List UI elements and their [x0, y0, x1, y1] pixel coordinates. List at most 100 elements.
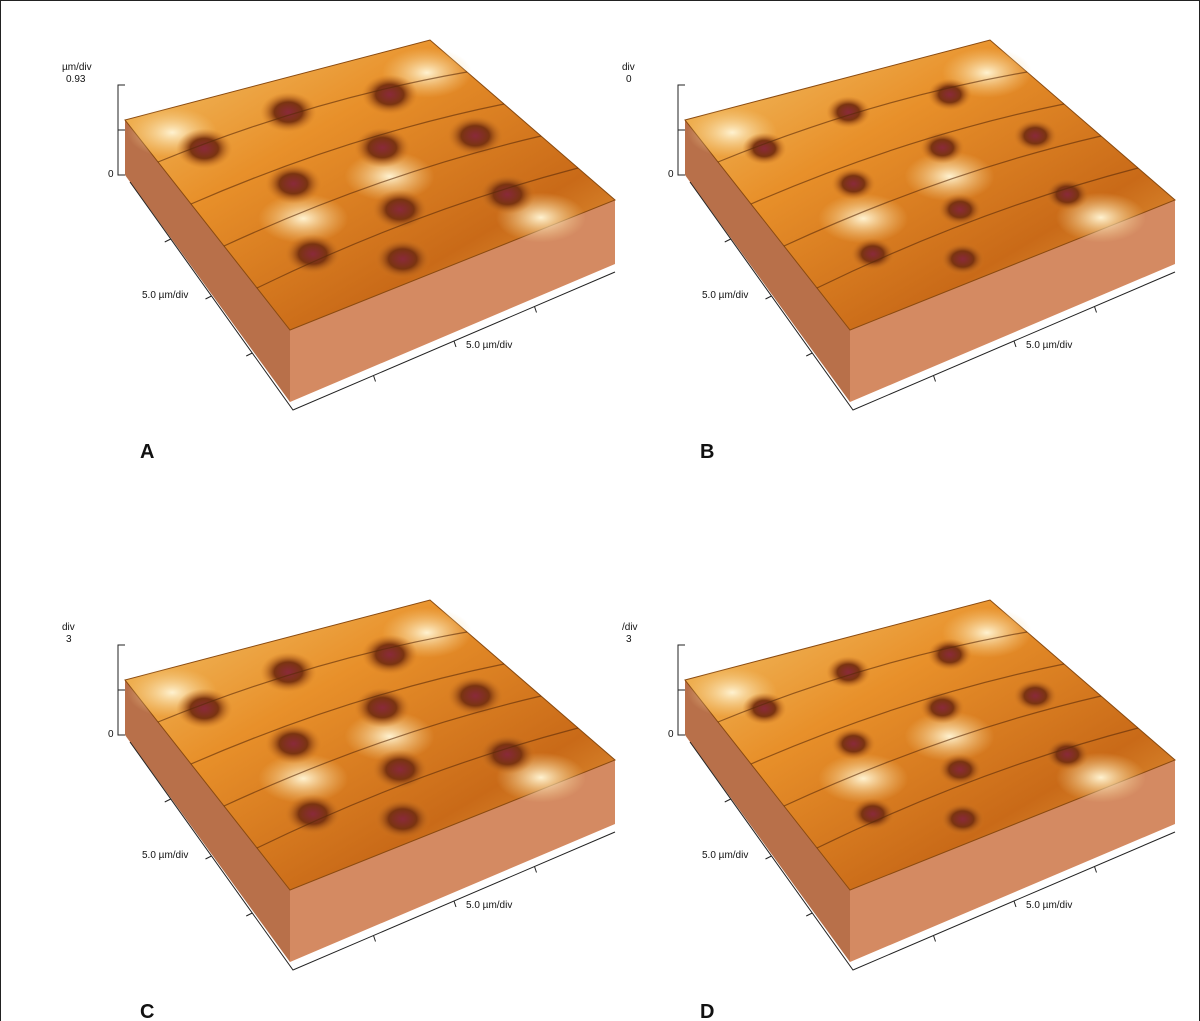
base-axis — [689, 741, 1176, 971]
base-tick — [453, 900, 457, 908]
pit — [938, 753, 982, 786]
y-axis-label: 5.0 µm/div — [142, 850, 188, 861]
z-max: 3 — [626, 634, 632, 645]
z-unit: div — [62, 622, 75, 633]
pit — [361, 634, 418, 675]
ridge — [750, 103, 1065, 205]
z-unit: µm/div — [62, 62, 92, 73]
ridge — [717, 631, 1028, 723]
x-axis-label: 5.0 µm/div — [466, 340, 512, 351]
base-tick — [373, 935, 376, 942]
base-tick — [1094, 306, 1097, 313]
base-tick — [806, 352, 813, 357]
pit — [447, 115, 504, 156]
y-axis-label: 5.0 µm/div — [702, 850, 748, 861]
panel-label: C — [140, 1001, 154, 1021]
side-wall — [290, 760, 615, 962]
base-tick — [453, 340, 457, 348]
base-tick — [806, 912, 813, 917]
panel-label: D — [700, 1001, 714, 1021]
z-min: 0 — [108, 729, 114, 740]
ridge — [717, 71, 1028, 163]
x-axis-label: 5.0 µm/div — [1026, 900, 1072, 911]
base-axis — [129, 181, 616, 411]
base-tick — [373, 375, 376, 382]
pit — [927, 78, 972, 111]
pit — [372, 749, 428, 790]
side-wall — [125, 680, 290, 962]
pit — [1013, 119, 1058, 152]
highlight — [258, 193, 349, 244]
pit — [284, 794, 341, 834]
base-tick — [205, 295, 212, 300]
pit — [831, 167, 876, 200]
base-tick — [1013, 340, 1017, 348]
base-tick — [765, 295, 772, 300]
pit — [920, 131, 965, 164]
z-min: 0 — [668, 169, 674, 180]
base-tick — [205, 855, 212, 860]
pit — [354, 127, 411, 168]
base-tick — [534, 866, 537, 873]
z-max: 3 — [66, 634, 72, 645]
base-tick — [534, 306, 537, 313]
base-axis — [689, 181, 1176, 411]
ridge — [750, 663, 1065, 765]
ridge — [783, 135, 1102, 247]
ridge — [256, 167, 579, 289]
ridge — [816, 167, 1139, 289]
ridge — [783, 695, 1102, 807]
ridge — [190, 103, 505, 205]
pit — [374, 799, 431, 839]
ridge — [223, 695, 542, 807]
pit — [354, 687, 411, 728]
highlight — [818, 753, 909, 804]
x-axis-label: 5.0 µm/div — [1026, 340, 1072, 351]
highlight — [904, 711, 995, 762]
pit — [742, 132, 787, 165]
base-tick — [164, 238, 171, 243]
y-axis-label: 5.0 µm/div — [142, 290, 188, 301]
base-tick — [164, 798, 171, 803]
highlight — [818, 193, 909, 244]
side-wall — [125, 120, 290, 402]
pit — [361, 74, 418, 115]
pit — [260, 652, 317, 693]
base-tick — [724, 798, 731, 803]
pit — [284, 234, 341, 274]
pit — [920, 691, 965, 724]
panel-label: A — [140, 441, 154, 463]
pit — [1013, 679, 1058, 712]
panel-label: B — [700, 441, 714, 463]
pit — [176, 688, 233, 729]
side-wall — [850, 760, 1175, 962]
pit — [850, 238, 895, 270]
highlight — [258, 753, 349, 804]
pit — [374, 239, 431, 279]
ridge — [223, 135, 542, 247]
base-tick — [1094, 866, 1097, 873]
base-tick — [246, 352, 253, 357]
pit — [940, 803, 985, 835]
pit — [1045, 738, 1090, 771]
pit — [831, 727, 876, 760]
pit — [742, 692, 787, 725]
base-axis — [129, 741, 616, 971]
ridge — [157, 71, 468, 163]
pit — [938, 193, 982, 226]
pit — [826, 656, 871, 689]
pit — [826, 96, 871, 129]
pit — [260, 92, 317, 133]
y-axis-label: 5.0 µm/div — [702, 290, 748, 301]
pit — [265, 163, 322, 204]
base-tick — [765, 855, 772, 860]
base-tick — [933, 935, 936, 942]
ridge — [256, 727, 579, 849]
pit — [265, 723, 322, 764]
pit — [940, 243, 985, 275]
base-tick — [724, 238, 731, 243]
